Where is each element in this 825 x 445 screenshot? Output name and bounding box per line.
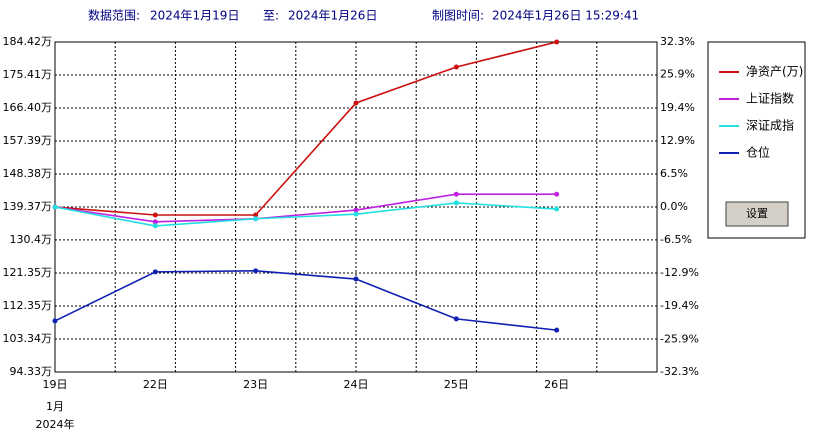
y2-tick-label: -6.5% bbox=[660, 233, 692, 246]
time-label: 制图时间: bbox=[432, 9, 484, 23]
x-tick-label: 22日 bbox=[143, 378, 168, 391]
x-tick-label: 26日 bbox=[544, 378, 569, 391]
legend-label: 仓位 bbox=[746, 145, 770, 160]
series-point bbox=[152, 269, 158, 275]
settings-button[interactable]: 设置 bbox=[725, 201, 789, 227]
x-tick-label: 23日 bbox=[243, 378, 268, 391]
x-tick-label: 19日 bbox=[43, 378, 68, 391]
chart-time: 2024年1月26日 15:29:41 bbox=[492, 9, 639, 23]
y-tick-label: 157.39万 bbox=[3, 134, 53, 147]
y2-tick-label: -25.9% bbox=[660, 332, 699, 345]
series-point bbox=[453, 316, 459, 322]
series-point bbox=[253, 212, 259, 218]
y-tick-label: 103.34万 bbox=[3, 332, 53, 345]
series-point bbox=[152, 219, 158, 225]
start-date: 2024年1月19日 bbox=[150, 9, 239, 23]
y2-tick-label: 25.9% bbox=[660, 68, 695, 81]
x-tick-label: 25日 bbox=[444, 378, 469, 391]
y-tick-label: 148.38万 bbox=[3, 167, 53, 180]
x-tick-label: 24日 bbox=[344, 378, 369, 391]
series-point bbox=[554, 327, 560, 333]
y-tick-label: 112.35万 bbox=[3, 299, 53, 312]
series-line bbox=[54, 41, 557, 216]
x-sublabel: 2024年 bbox=[36, 417, 75, 431]
series-line bbox=[54, 270, 557, 331]
series-point bbox=[152, 212, 158, 218]
x-sublabel: 1月 bbox=[46, 400, 64, 413]
legend-label: 上证指数 bbox=[746, 91, 794, 106]
y2-tick-label: 12.9% bbox=[660, 134, 695, 147]
y2-tick-label: -12.9% bbox=[660, 266, 699, 279]
y-tick-label: 139.37万 bbox=[3, 200, 53, 213]
y2-tick-label: -32.3% bbox=[660, 365, 699, 378]
series-point bbox=[52, 318, 58, 324]
series-point bbox=[253, 268, 259, 274]
y-tick-label: 175.41万 bbox=[3, 68, 53, 81]
y-tick-label: 121.35万 bbox=[3, 266, 53, 279]
series-point bbox=[353, 211, 359, 217]
legend-label: 深证成指 bbox=[746, 118, 794, 133]
series-point bbox=[253, 216, 259, 222]
series-line bbox=[54, 193, 557, 223]
y2-tick-label: -19.4% bbox=[660, 299, 699, 312]
series-point bbox=[353, 207, 359, 213]
series-line bbox=[54, 202, 557, 227]
y-tick-label: 166.40万 bbox=[3, 101, 53, 114]
range-label: 数据范围: bbox=[88, 8, 140, 23]
series-point bbox=[353, 276, 359, 282]
series-point bbox=[554, 206, 560, 212]
legend-label: 净资产(万) bbox=[746, 65, 803, 79]
series-point bbox=[353, 100, 359, 106]
series-point bbox=[554, 191, 560, 197]
button-label[interactable]: 设置 bbox=[746, 207, 768, 220]
y2-tick-label: 0.0% bbox=[660, 200, 688, 213]
button-face[interactable] bbox=[725, 201, 789, 227]
to-label: 至: bbox=[263, 9, 279, 23]
series-point bbox=[453, 191, 459, 197]
series-point bbox=[453, 64, 459, 70]
y2-tick-label: 19.4% bbox=[660, 101, 695, 114]
y2-tick-label: 6.5% bbox=[660, 167, 688, 180]
series-point bbox=[52, 204, 58, 210]
series-point bbox=[152, 223, 158, 229]
y-tick-label: 94.33万 bbox=[10, 365, 53, 378]
y-tick-label: 184.42万 bbox=[3, 35, 53, 48]
series-point bbox=[453, 200, 459, 206]
end-date: 2024年1月26日 bbox=[288, 9, 377, 23]
y-tick-label: 130.4万 bbox=[10, 233, 53, 246]
series-point bbox=[554, 39, 560, 45]
y2-tick-label: 32.3% bbox=[660, 35, 695, 48]
